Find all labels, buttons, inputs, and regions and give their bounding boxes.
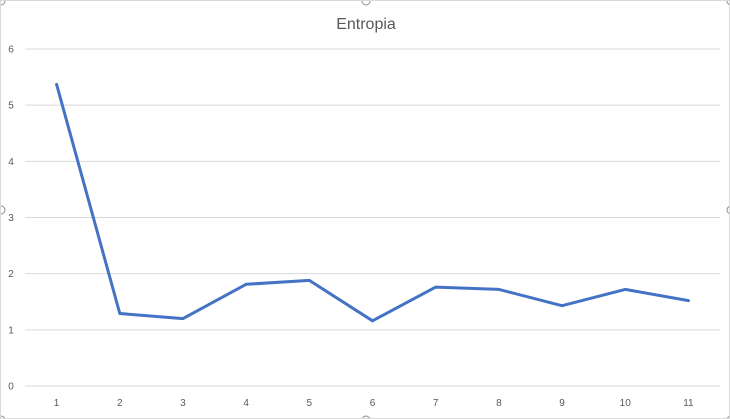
data-point bbox=[560, 304, 564, 308]
x-tick-label: 11 bbox=[683, 398, 694, 409]
gridlines bbox=[25, 48, 720, 387]
data-point bbox=[118, 312, 122, 315]
data-point bbox=[497, 287, 501, 291]
resize-handle-bottom-right[interactable] bbox=[726, 415, 730, 419]
x-tick-label: 6 bbox=[370, 398, 376, 409]
x-tick-label: 3 bbox=[180, 398, 186, 409]
series-layer bbox=[55, 82, 690, 323]
data-point bbox=[371, 319, 374, 323]
x-tick-label: 7 bbox=[433, 398, 439, 409]
y-tick-label: 4 bbox=[8, 157, 14, 168]
x-tick-label: 1 bbox=[54, 398, 60, 409]
resize-handle-bottom-center[interactable] bbox=[361, 415, 371, 419]
x-axis-tick-labels: 1 2 3 4 5 6 7 8 9 10 11 bbox=[54, 398, 694, 409]
data-point bbox=[623, 287, 627, 291]
data-point bbox=[55, 82, 58, 86]
y-tick-label: 3 bbox=[8, 213, 14, 224]
y-tick-label: 1 bbox=[8, 325, 14, 336]
x-tick-label: 10 bbox=[620, 398, 632, 409]
y-tick-label: 6 bbox=[8, 45, 14, 56]
y-tick-label: 0 bbox=[8, 382, 14, 393]
x-tick-label: 4 bbox=[243, 398, 249, 409]
resize-handle-bottom-left[interactable] bbox=[1, 415, 6, 419]
y-tick-label: 5 bbox=[8, 101, 14, 112]
resize-handle-top-left[interactable] bbox=[1, 1, 6, 6]
resize-handle-middle-left[interactable] bbox=[1, 205, 6, 215]
data-point bbox=[307, 279, 311, 282]
x-tick-label: 2 bbox=[117, 398, 123, 409]
y-tick-label: 2 bbox=[8, 269, 14, 280]
x-tick-label: 5 bbox=[307, 398, 313, 409]
chart-title: Entropia bbox=[336, 16, 396, 33]
resize-handle-middle-right[interactable] bbox=[726, 205, 730, 215]
y-axis-tick-labels: 0 1 2 3 4 5 6 bbox=[8, 45, 14, 393]
data-point bbox=[687, 299, 690, 303]
x-tick-label: 8 bbox=[496, 398, 502, 409]
x-tick-label: 9 bbox=[559, 398, 565, 409]
resize-handle-top-center[interactable] bbox=[361, 1, 371, 6]
data-point bbox=[244, 282, 248, 286]
resize-handle-top-right[interactable] bbox=[726, 1, 730, 6]
series-line-1 bbox=[55, 82, 690, 323]
data-point bbox=[434, 285, 438, 289]
data-point bbox=[181, 317, 185, 320]
